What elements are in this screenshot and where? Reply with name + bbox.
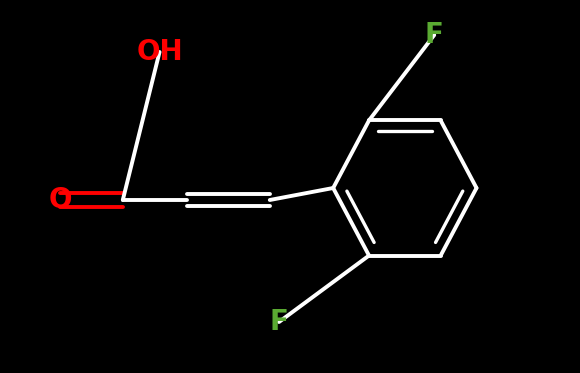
Text: F: F [270, 308, 288, 336]
Text: F: F [425, 21, 444, 49]
Text: O: O [49, 186, 72, 214]
Text: OH: OH [136, 38, 183, 66]
